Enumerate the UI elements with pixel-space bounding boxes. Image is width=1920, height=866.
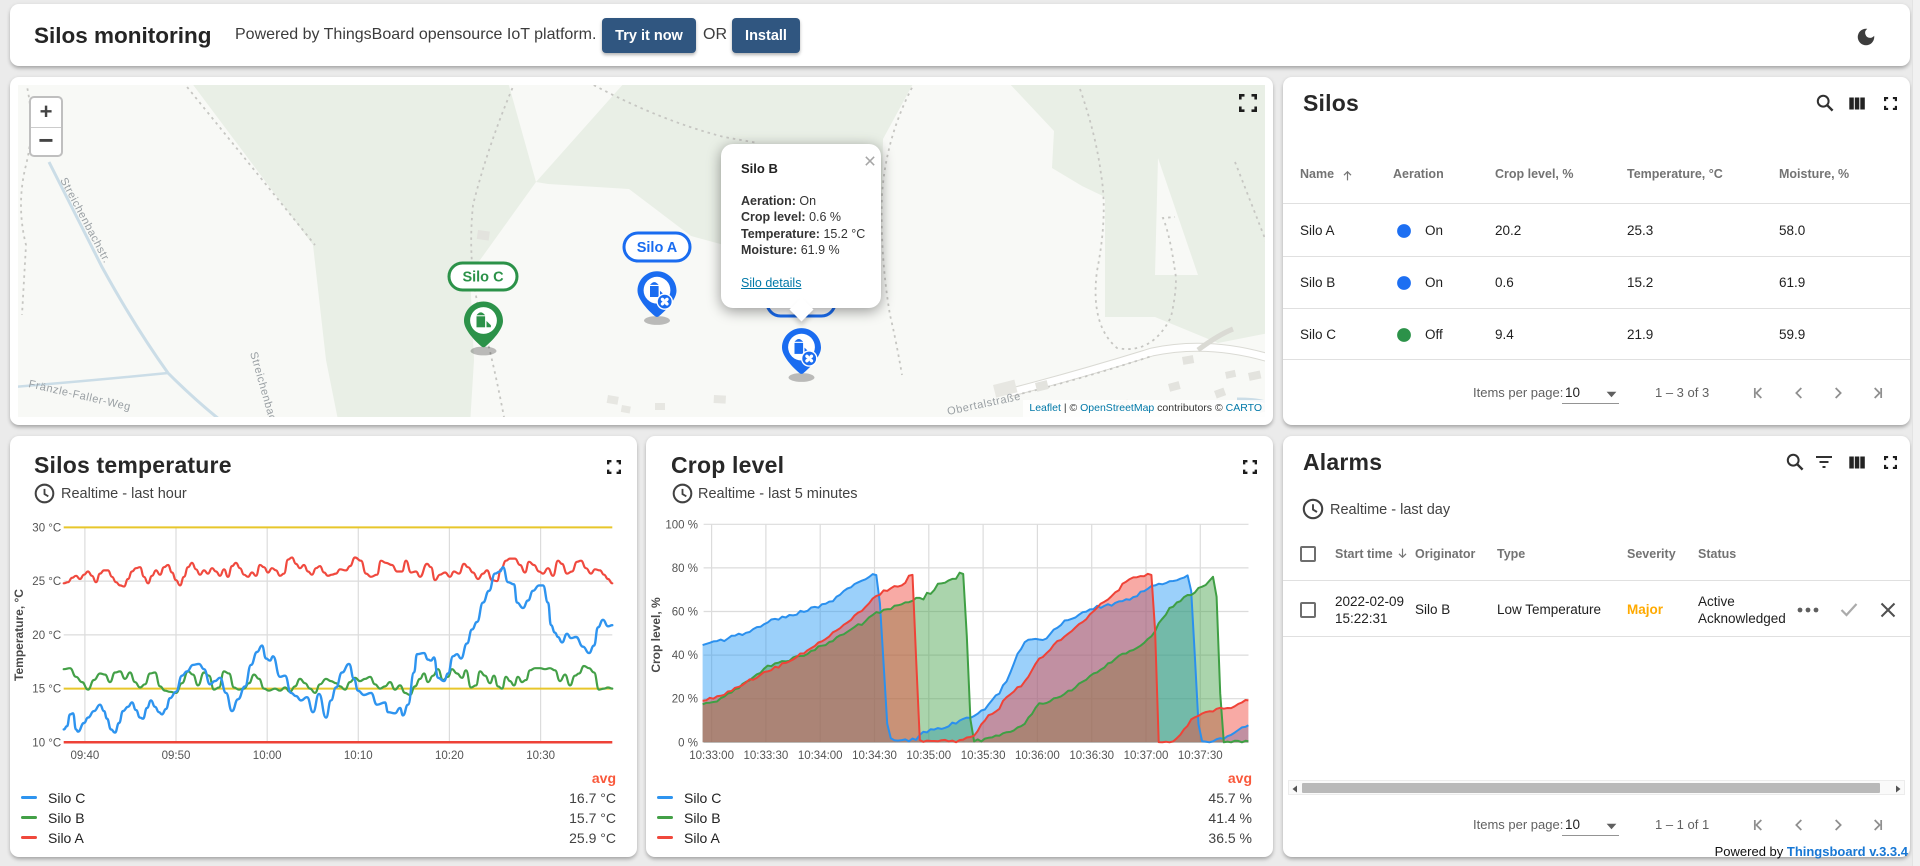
- svg-text:20 %: 20 %: [672, 694, 698, 706]
- svg-text:10 °C: 10 °C: [32, 737, 61, 749]
- svg-text:Silo A: Silo A: [637, 240, 678, 256]
- svg-text:10:33:30: 10:33:30: [744, 750, 789, 762]
- svg-text:40 %: 40 %: [672, 650, 698, 662]
- svg-text:15 °C: 15 °C: [32, 684, 61, 696]
- svg-text:10:00: 10:00: [253, 750, 282, 762]
- svg-text:10:37:30: 10:37:30: [1178, 750, 1223, 762]
- svg-text:10:20: 10:20: [435, 750, 464, 762]
- svg-text:09:50: 09:50: [162, 750, 191, 762]
- svg-text:10:10: 10:10: [344, 750, 373, 762]
- svg-text:10:33:00: 10:33:00: [689, 750, 734, 762]
- svg-text:10:34:30: 10:34:30: [852, 750, 897, 762]
- svg-text:100 %: 100 %: [665, 519, 698, 531]
- svg-text:60 %: 60 %: [672, 607, 698, 619]
- svg-text:10:37:00: 10:37:00: [1124, 750, 1169, 762]
- svg-text:25 °C: 25 °C: [32, 576, 61, 588]
- svg-text:10:36:00: 10:36:00: [1015, 750, 1060, 762]
- svg-text:10:35:00: 10:35:00: [906, 750, 951, 762]
- svg-text:30 °C: 30 °C: [32, 522, 61, 534]
- svg-text:10:36:30: 10:36:30: [1069, 750, 1114, 762]
- svg-text:Temperature, °C: Temperature, °C: [12, 589, 26, 681]
- svg-text:10:34:00: 10:34:00: [798, 750, 843, 762]
- svg-text:20 °C: 20 °C: [32, 630, 61, 642]
- svg-text:10:35:30: 10:35:30: [961, 750, 1006, 762]
- svg-text:Crop level, %: Crop level, %: [649, 597, 663, 673]
- svg-text:80 %: 80 %: [672, 563, 698, 575]
- svg-text:0 %: 0 %: [678, 737, 698, 749]
- svg-text:09:40: 09:40: [71, 750, 100, 762]
- svg-text:10:30: 10:30: [526, 750, 555, 762]
- svg-text:Silo C: Silo C: [462, 270, 504, 286]
